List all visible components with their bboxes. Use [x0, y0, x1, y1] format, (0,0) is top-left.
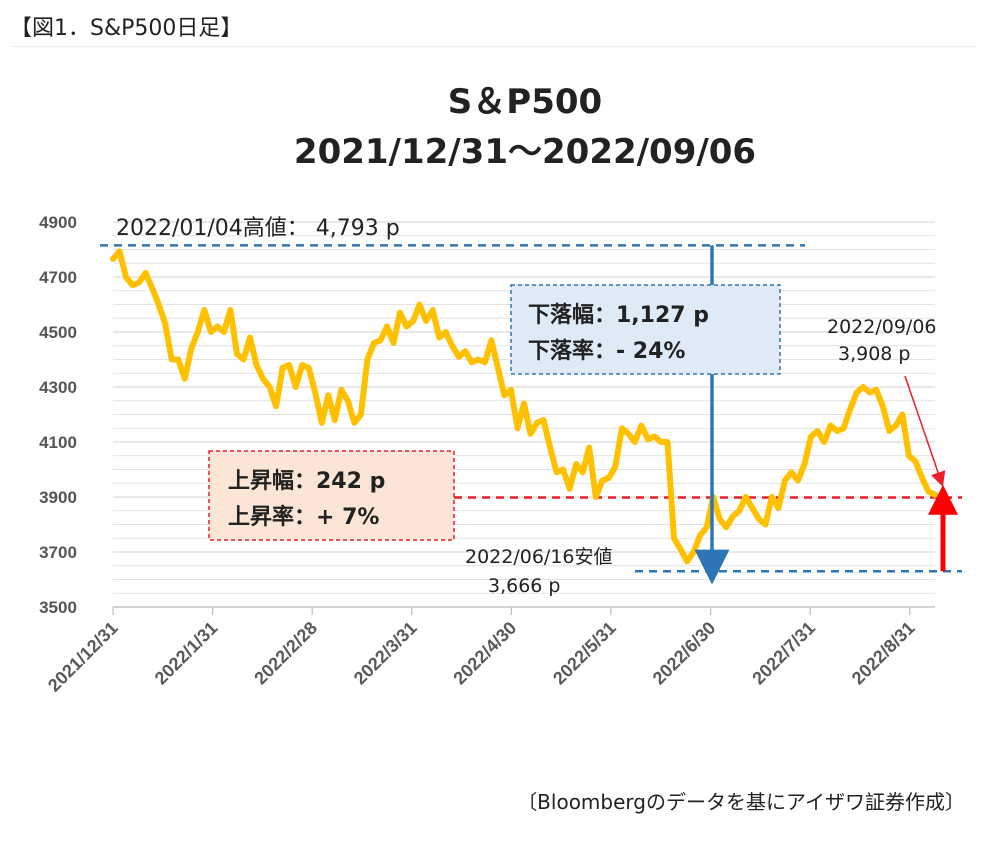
sp500-series-line [110, 248, 938, 565]
x-tick-label: 2022/6/30 [649, 618, 720, 689]
x-tick-label: 2022/4/30 [449, 618, 520, 689]
y-tick-label: 3900 [39, 488, 77, 507]
rise-range-label: 上昇幅：242 p [228, 469, 385, 494]
y-tick-label: 3500 [39, 598, 77, 617]
y-tick-label: 4500 [39, 323, 77, 342]
y-axis-ticks: 3500 3700 3900 4100 4300 4500 4700 4900 [39, 213, 77, 617]
last-value-annotation: 3,908 p [838, 343, 911, 365]
rise-rate-label: 上昇率：+ 7% [228, 504, 379, 530]
y-tick-label: 4900 [39, 213, 77, 232]
sp500-line-chart: S＆P500 2021/12/31～2022/09/06 3500 3700 390… [39, 82, 962, 696]
header-divider [10, 46, 977, 47]
low-value-annotation: 3,666 p [488, 575, 561, 597]
reference-lines [100, 244, 962, 573]
x-tick-label: 2022/5/31 [549, 618, 620, 689]
x-tick-label: 2022/1/31 [151, 618, 222, 689]
y-tick-label: 4300 [39, 378, 77, 397]
y-tick-label: 3700 [39, 543, 77, 562]
y-tick-label: 4700 [39, 268, 77, 287]
series-layer [110, 248, 938, 565]
x-tick-label: 2022/3/31 [350, 618, 421, 689]
x-tick-label: 2022/7/31 [748, 618, 819, 689]
x-axis-ticks: 2021/12/31 2022/1/31 2022/2/28 2022/3/31 202… [44, 607, 919, 696]
fall-info-box [510, 284, 781, 375]
rise-info-box [208, 450, 455, 541]
y-tick-label: 4100 [39, 433, 77, 452]
last-point-pointer [904, 375, 946, 487]
fall-rate-label: 下落率：- 24% [528, 338, 685, 364]
last-date-annotation: 2022/09/06 [827, 316, 937, 338]
figure-label: 【図1．S&P500日足】 [10, 16, 243, 41]
low-date-annotation: 2022/06/16安値 [465, 546, 613, 568]
fall-range-label: 下落幅：1,127 p [528, 303, 709, 328]
x-tick-label: 2021/12/31 [44, 618, 122, 696]
x-tick-label: 2022/8/31 [848, 618, 919, 689]
high-annotation: 2022/01/04高値： 4,793 p [116, 216, 400, 241]
x-tick-label: 2022/2/28 [250, 618, 321, 689]
source-note: 〔Bloombergのデータを基にアイザワ証券作成〕 [517, 790, 965, 814]
chart-title-line-2: 2021/12/31～2022/09/06 [294, 132, 756, 172]
chart-title-line-1: S＆P500 [448, 82, 602, 122]
